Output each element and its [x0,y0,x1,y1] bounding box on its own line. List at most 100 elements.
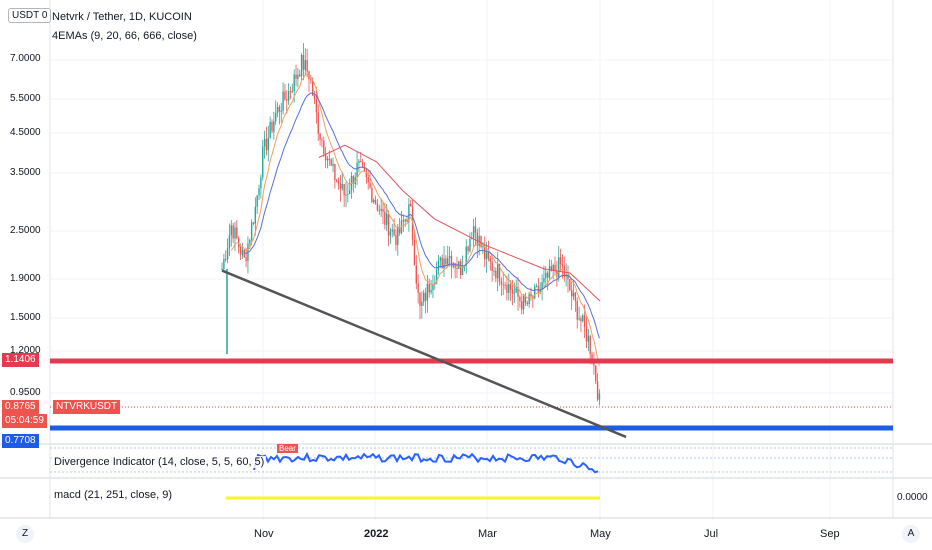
candle-body [528,293,530,305]
candle-body [371,187,373,202]
zoom-button[interactable]: Z [16,525,34,543]
candle-body [365,171,368,177]
candle-body [508,284,510,293]
descending-trendline[interactable] [221,269,627,439]
candle-body [326,158,329,161]
candle-body [382,208,384,212]
candle-body [472,226,475,239]
candle-body [299,74,301,77]
candle-body [417,283,419,294]
ema-mid-line [244,92,600,339]
candle-body [228,235,231,248]
candle-body [286,99,288,101]
currency-toggle-button[interactable]: USDT 0 [8,8,52,23]
candle-body [591,354,593,363]
candle-body [252,222,255,224]
candle-body [567,274,569,280]
candle-body [443,258,445,269]
candle-body [506,284,508,293]
candle-body [432,284,434,291]
candle-body [500,281,503,285]
candle-body [389,231,392,236]
candle-body [260,177,262,189]
candle-body [302,55,305,70]
candle-body [274,112,277,122]
candle-body [535,285,538,287]
symbol-tag: NTVRKUSDT [53,400,121,414]
candle-body [289,91,292,93]
candle-body [521,301,523,310]
candle-body [287,91,290,101]
price-tick: 1.2000 [10,345,41,356]
candle-body [561,263,564,267]
candle-body [341,183,343,189]
candle-body [343,183,345,196]
ema-legend[interactable]: 4EMAs (9, 20, 66, 666, close) [52,30,197,42]
candle-body [334,163,336,181]
candle-body [515,287,517,293]
candle-body [415,265,417,284]
candle-body [569,279,571,291]
candle-body [461,268,464,276]
candle-body [530,293,532,297]
candle-body [459,261,462,276]
candle-body [263,138,266,147]
candle-body [447,257,449,265]
candle-body [254,206,257,224]
candle-body [469,238,471,252]
candle-body [232,225,234,239]
price-tick: 3.5000 [10,167,41,178]
time-tick: Sep [820,528,840,540]
candle-body [598,393,601,400]
candle-body [595,365,597,382]
candle-body [311,80,314,96]
candle-body [387,213,390,236]
candle-body [339,183,342,189]
candle-body [360,160,362,163]
last-price-tag: 0.8765 [2,400,39,414]
candle-body [421,301,423,306]
candle-body [313,95,316,100]
candle-body [226,247,229,260]
candle-body [319,133,321,140]
candle-body [541,282,543,289]
candle-body [558,257,560,277]
candle-body [282,91,284,111]
price-tick: 1.5000 [10,312,41,323]
candle-body [585,326,588,342]
candle-body [408,203,410,222]
candle-body [267,137,269,151]
candle-body [317,112,319,134]
candle-body [574,292,577,302]
candle-body [336,180,338,182]
candle-body [276,106,279,113]
candle-body [398,226,401,234]
candle-body [550,266,553,271]
candle-body [262,146,264,178]
candle-body [596,381,599,400]
candle-body [493,270,495,272]
candle-body [241,249,244,255]
divergence-indicator-legend[interactable]: Divergence Indicator (14, close, 5, 5, 6… [52,456,267,468]
candle-body [476,232,479,246]
candle-body [548,266,551,278]
candle-body [406,219,408,222]
candle-body [456,267,458,269]
candle-body [393,229,395,236]
grid-lines [50,0,893,520]
candle-body [354,177,356,185]
price-tick: 0.9500 [10,387,41,398]
auto-scale-button[interactable]: A [902,525,920,543]
candle-body [580,318,582,322]
candle-body [304,60,306,70]
candle-body [495,270,497,279]
candle-body [546,272,549,278]
candle-body [293,74,295,92]
candle-body [369,182,371,188]
macd-legend[interactable]: macd (21, 251, close, 9) [52,489,175,501]
candle-body [315,99,318,113]
candle-body [361,162,364,167]
candle-body [539,288,541,294]
candle-body [480,235,482,247]
